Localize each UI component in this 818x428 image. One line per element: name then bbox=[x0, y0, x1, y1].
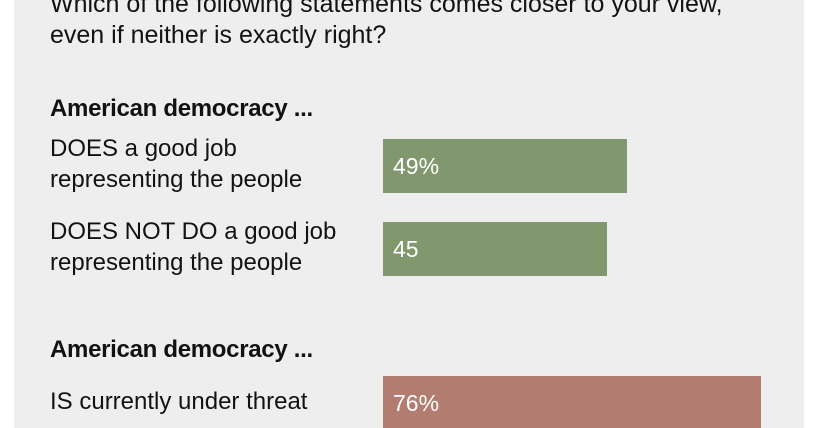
group-1-item-1-label: DOES a good job representing the people bbox=[50, 135, 303, 193]
group-1-item-1-track: 49% bbox=[383, 139, 761, 193]
group-1-item-2-bar bbox=[383, 222, 607, 276]
group-1-item-2-track: 45 bbox=[383, 222, 761, 276]
group-1-item-1-bar bbox=[383, 139, 627, 193]
group-2-item-1-label: IS currently under threat bbox=[50, 388, 308, 415]
group-2-item-1-value: 76% bbox=[393, 390, 440, 416]
group-1-heading: American democracy ... bbox=[50, 95, 313, 122]
group-2-heading: American democracy ... bbox=[50, 336, 313, 363]
group-1-item-1-value: 49% bbox=[393, 153, 440, 179]
group-1-item-2-value: 45 bbox=[393, 236, 419, 262]
group-1-item-2-label: DOES NOT DO a good job representing the … bbox=[50, 218, 337, 276]
question-text: Which of the following statements comes … bbox=[50, 0, 723, 49]
group-2-item-1-track: 76% bbox=[383, 376, 761, 428]
chart-panel: Which of the following statements comes … bbox=[14, 0, 804, 428]
group-2-item-1-bar bbox=[383, 376, 761, 428]
